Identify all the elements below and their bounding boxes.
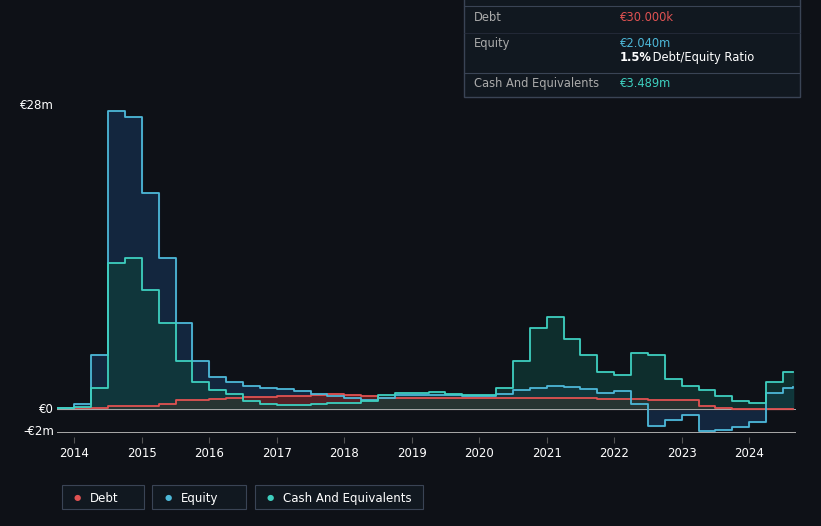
Text: €28m: €28m — [20, 99, 54, 113]
Text: ●: ● — [164, 492, 172, 502]
Text: €2.040m: €2.040m — [620, 37, 671, 50]
Text: Cash And Equivalents: Cash And Equivalents — [474, 77, 599, 90]
Text: Debt/Equity Ratio: Debt/Equity Ratio — [649, 51, 754, 64]
Text: ●: ● — [74, 492, 81, 502]
Text: -€2m: -€2m — [23, 424, 54, 438]
Text: €3.489m: €3.489m — [620, 77, 671, 90]
Text: ●: ● — [267, 492, 274, 502]
Text: Debt: Debt — [90, 492, 119, 504]
Text: Equity: Equity — [474, 37, 510, 50]
Text: €0: €0 — [39, 403, 54, 416]
Text: Cash And Equivalents: Cash And Equivalents — [283, 492, 412, 504]
Text: €30.000k: €30.000k — [620, 11, 674, 24]
Text: Equity: Equity — [181, 492, 218, 504]
Text: 1.5%: 1.5% — [620, 51, 652, 64]
Text: Debt: Debt — [474, 11, 502, 24]
